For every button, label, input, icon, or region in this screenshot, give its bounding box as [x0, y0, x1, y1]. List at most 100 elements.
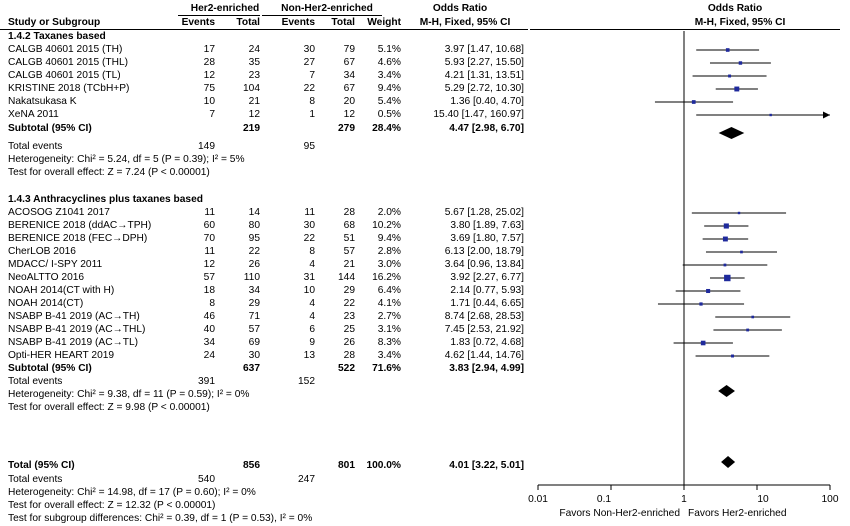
- events2-value: 6: [309, 324, 315, 335]
- total2-value: 25: [343, 324, 355, 335]
- total-events2: 95: [303, 141, 315, 152]
- group2-header: Non-Her2-enriched: [281, 3, 373, 14]
- header-rule-plot: [530, 29, 840, 30]
- events2-value: 11: [304, 207, 315, 218]
- odds-ratio-ci: 5.93 [2.27, 15.50]: [444, 57, 524, 68]
- subgroup-differences-text: Test for subgroup differences: Chi² = 0.…: [8, 513, 313, 524]
- odds-ratio-ci: 3.69 [1.80, 7.57]: [450, 233, 524, 244]
- odds-ratio-ci: 5.67 [1.28, 25.02]: [444, 207, 524, 218]
- events1-value: 11: [204, 246, 215, 257]
- heterogeneity-text: Heterogeneity: Chi² = 9.38, df = 11 (P =…: [8, 389, 250, 400]
- ci-arrow: [823, 111, 830, 119]
- weight-value: 3.0%: [377, 259, 401, 270]
- study-marker: [725, 48, 730, 52]
- study-name: BERENICE 2018 (FEC→DPH): [8, 233, 148, 244]
- study-name: CALGB 40601 2015 (TL): [8, 70, 121, 81]
- study-marker: [751, 315, 755, 319]
- weight-value: 3.4%: [377, 70, 401, 81]
- study-name: CherLOB 2016: [8, 246, 76, 257]
- events2-value: 1: [309, 109, 315, 120]
- total2-value: 29: [343, 285, 355, 296]
- subgroup-title: 1.4.2 Taxanes based: [8, 31, 106, 42]
- odds-ratio-plot-header: Odds Ratio: [707, 3, 763, 14]
- total-events-label: Total events: [8, 474, 63, 485]
- total1-value: 26: [248, 259, 260, 270]
- total1-value: 22: [248, 246, 260, 257]
- weight-value: 2.8%: [377, 246, 401, 257]
- odds-ratio-header: Odds Ratio: [432, 3, 488, 14]
- study-marker: [734, 86, 740, 92]
- study-name: Opti-HER HEART 2019: [8, 350, 115, 361]
- total-weight: 100.0%: [366, 460, 401, 471]
- overall-effect-text: Test for overall effect: Z = 7.24 (P < 0…: [8, 167, 210, 178]
- events1-value: 60: [203, 220, 215, 231]
- study-marker: [706, 288, 711, 294]
- subtotal-weight: 71.6%: [372, 363, 401, 374]
- total1-value: 80: [248, 220, 260, 231]
- odds-ratio-ci: 4.21 [1.31, 13.51]: [444, 70, 524, 81]
- odds-ratio-ci: 7.45 [2.53, 21.92]: [444, 324, 524, 335]
- events2-value: 4: [309, 311, 315, 322]
- events2-value: 8: [309, 96, 315, 107]
- study-name: Nakatsukasa K: [8, 96, 77, 107]
- events1-value: 75: [203, 83, 215, 94]
- study-marker: [722, 236, 728, 242]
- study-marker: [723, 263, 727, 267]
- odds-ratio-ci: 3.92 [2.27, 6.77]: [450, 272, 524, 283]
- odds-ratio-ci: 1.36 [0.40, 4.70]: [450, 96, 524, 107]
- total-total1: 856: [243, 460, 260, 471]
- study-marker: [737, 211, 741, 215]
- total-events1: 540: [198, 474, 215, 485]
- subtotal-ci: 3.83 [2.94, 4.99]: [449, 363, 524, 374]
- events2-value: 10: [303, 285, 315, 296]
- total1-value: 57: [248, 324, 260, 335]
- odds-ratio-ci: 5.29 [2.72, 10.30]: [444, 83, 524, 94]
- events2-value: 31: [303, 272, 315, 283]
- study-name: NSABP B-41 2019 (AC→THL): [8, 324, 146, 335]
- total2-value: 12: [343, 109, 355, 120]
- events2-value: 22: [303, 233, 315, 244]
- study-name: NSABP B-41 2019 (AC→TH): [8, 311, 140, 322]
- overall-effect-text: Test for overall effect: Z = 9.98 (P < 0…: [8, 402, 210, 413]
- study-marker: [723, 223, 729, 229]
- total2-value: 21: [343, 259, 355, 270]
- study-marker: [691, 100, 696, 104]
- total1-value: 12: [248, 109, 260, 120]
- weight-value: 6.4%: [377, 285, 401, 296]
- weight-value: 5.4%: [377, 96, 401, 107]
- heterogeneity-text: Heterogeneity: Chi² = 14.98, df = 17 (P …: [8, 487, 256, 498]
- weight-value: 3.1%: [377, 324, 401, 335]
- weight-value: 9.4%: [377, 233, 401, 244]
- events1-value: 17: [203, 44, 215, 55]
- weight-value: 4.1%: [377, 298, 401, 309]
- total1-value: 95: [248, 233, 260, 244]
- events1-value: 34: [203, 337, 215, 348]
- events2-value: 22: [303, 83, 315, 94]
- total2-value: 26: [343, 337, 355, 348]
- overall-effect-text: Test for overall effect: Z = 12.32 (P < …: [8, 500, 216, 511]
- favors-right-label: Favors Her2-enriched: [688, 508, 787, 519]
- events1-value: 10: [203, 96, 215, 107]
- events2-column-header: Events: [281, 17, 315, 28]
- total1-value: 14: [248, 207, 260, 218]
- subtotal-total1: 637: [243, 363, 260, 374]
- study-name: XeNA 2011: [8, 109, 59, 120]
- subtotal-label: Subtotal (95% CI): [8, 363, 92, 374]
- events1-value: 12: [203, 70, 215, 81]
- weight-value: 9.4%: [377, 83, 401, 94]
- subtotal-label: Subtotal (95% CI): [8, 123, 92, 134]
- odds-ratio-ci: 4.62 [1.44, 14.76]: [444, 350, 524, 361]
- study-marker: [746, 328, 750, 332]
- study-marker: [700, 340, 706, 346]
- events1-value: 7: [209, 109, 215, 120]
- total2-value: 67: [343, 57, 355, 68]
- study-marker: [724, 274, 731, 282]
- study-marker: [738, 61, 743, 65]
- total-total2: 801: [338, 460, 355, 471]
- subtotal-total2: 522: [338, 363, 355, 374]
- total-events-label: Total events: [8, 376, 63, 387]
- events1-value: 8: [209, 298, 215, 309]
- odds-ratio-ci: 3.64 [0.96, 13.84]: [444, 259, 524, 270]
- study-marker: [728, 74, 732, 78]
